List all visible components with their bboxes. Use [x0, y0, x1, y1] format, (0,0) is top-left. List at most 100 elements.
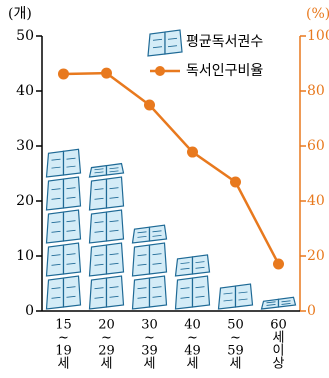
book-line — [180, 287, 190, 290]
y-tick-label: 10 — [16, 248, 34, 264]
book-line — [195, 261, 205, 263]
book-icon — [105, 176, 125, 209]
x-tick-label: 40 — [184, 318, 201, 333]
book-line — [94, 254, 104, 257]
book-line — [266, 301, 276, 304]
book-line — [94, 287, 104, 290]
book-line — [51, 296, 61, 299]
book-icon — [105, 209, 125, 242]
book-icon — [62, 148, 82, 176]
book-line — [51, 230, 61, 233]
book-icon — [105, 162, 125, 176]
x-tick-label: 60 — [270, 318, 287, 333]
book-line — [281, 300, 291, 303]
book-line — [94, 263, 104, 266]
book-line — [51, 166, 61, 169]
y2-tick-label: 20 — [307, 248, 325, 264]
book-line — [51, 287, 61, 290]
book-icon — [62, 275, 82, 308]
book-line — [109, 229, 119, 232]
x-tick-label: 상 — [273, 357, 285, 372]
x-tick-label: 39 — [141, 344, 158, 359]
book-icon — [88, 178, 108, 211]
book-line — [51, 188, 61, 191]
book-icon — [174, 256, 194, 277]
x-tick-label: ~ — [58, 331, 69, 346]
book-line — [51, 221, 61, 224]
y2-tick-label: 80 — [307, 83, 325, 99]
book-line — [167, 45, 178, 48]
y-tick-label: 30 — [16, 138, 34, 154]
book-icon — [45, 211, 65, 244]
book-line — [152, 286, 162, 289]
book-line — [66, 262, 76, 265]
point — [58, 68, 69, 80]
book-line — [66, 157, 76, 160]
y-tick-label: 20 — [16, 193, 34, 209]
x-tick-label: 29 — [98, 344, 115, 359]
book-line — [109, 286, 119, 289]
book-line — [152, 235, 162, 237]
book-icon — [131, 226, 151, 244]
x-tick-label: ~ — [230, 331, 241, 346]
book-stack — [45, 148, 82, 310]
x-tick-label: 50 — [227, 318, 244, 333]
y2-tick-label: 40 — [307, 193, 325, 209]
point — [273, 258, 284, 270]
point — [187, 146, 198, 158]
book-icon — [260, 298, 280, 310]
y2-axis-label: (%) — [306, 6, 329, 22]
book-icon — [45, 277, 65, 310]
y2-tick-label: 100 — [307, 28, 329, 44]
book-stack — [217, 283, 254, 310]
book-line — [223, 299, 233, 302]
book-line — [66, 165, 76, 168]
book-icon — [277, 296, 297, 308]
book-icon — [62, 209, 82, 242]
book-line — [109, 295, 119, 298]
x-tick-label: 20 — [98, 318, 115, 333]
book-icon — [62, 176, 82, 209]
book-icon — [88, 211, 108, 244]
x-tick-label: 49 — [184, 344, 201, 359]
book-icon — [164, 29, 183, 55]
book-line — [238, 298, 248, 301]
book-icon — [191, 275, 211, 308]
legend — [147, 29, 183, 57]
book-line — [152, 295, 162, 298]
book-icon — [45, 244, 65, 277]
x-tick-label: 세 — [230, 357, 242, 372]
book-stack — [260, 296, 297, 310]
book-icon — [45, 178, 65, 211]
book-icon — [148, 275, 168, 308]
book-line — [137, 287, 147, 290]
book-line — [94, 171, 104, 174]
book-line — [66, 229, 76, 232]
y-tick-label: 0 — [25, 303, 34, 319]
book-line — [109, 196, 119, 199]
y-axis-label: (개) — [8, 6, 32, 22]
book-line — [180, 267, 190, 270]
book-line — [66, 295, 76, 298]
book-line — [152, 230, 162, 233]
x-tick-label: 59 — [227, 344, 244, 359]
x-tick-label: ~ — [187, 331, 198, 346]
book-icon — [148, 242, 168, 275]
book-line — [281, 303, 291, 305]
book-line — [66, 220, 76, 223]
book-line — [94, 197, 104, 200]
book-line — [195, 295, 205, 298]
book-line — [109, 220, 119, 223]
book-icon — [88, 277, 108, 310]
book-line — [94, 296, 104, 299]
book-line — [152, 46, 163, 49]
book-icon — [147, 31, 166, 57]
book-line — [109, 170, 119, 173]
book-line — [51, 254, 61, 257]
book-line — [94, 168, 104, 171]
book-icon — [174, 277, 194, 310]
book-line — [66, 196, 76, 199]
book-line — [109, 167, 119, 170]
book-line — [66, 286, 76, 289]
